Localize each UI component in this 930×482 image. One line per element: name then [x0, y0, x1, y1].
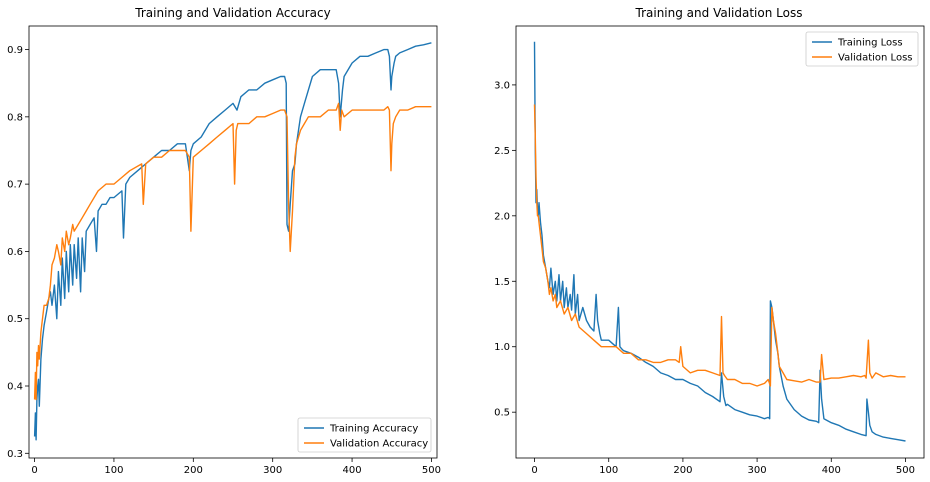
- accuracy-y-tick-label: 0.7: [7, 180, 23, 191]
- loss-legend: Training Loss Validation Loss: [805, 31, 919, 67]
- accuracy-y-tick-label: 0.9: [7, 45, 23, 56]
- loss-series-line-validation: [533, 104, 906, 387]
- loss-series-group: [533, 41, 906, 442]
- loss-y-tick-label: 2.5: [494, 146, 510, 157]
- accuracy-x-tick-label: 500: [422, 465, 441, 476]
- loss-x-tick-label: 300: [748, 465, 767, 476]
- accuracy-y-tick-label: 0.3: [7, 449, 23, 460]
- loss-y-ticks: 0.5 1.0 1.5 2.0 2.5 3.0: [494, 80, 516, 419]
- accuracy-x-tick-label: 300: [263, 465, 282, 476]
- loss-legend-label: Validation Loss: [838, 53, 913, 64]
- loss-y-tick-label: 2.0: [494, 211, 510, 222]
- accuracy-plot-frame: [28, 25, 438, 459]
- accuracy-series-line-validation: [33, 102, 432, 401]
- accuracy-legend: Training Accuracy Validation Accuracy: [297, 417, 432, 453]
- loss-y-tick-label: 0.5: [494, 408, 510, 419]
- loss-x-tick-label: 400: [822, 465, 841, 476]
- accuracy-y-tick-label: 0.5: [7, 314, 23, 325]
- loss-x-tick-label: 100: [599, 465, 618, 476]
- accuracy-x-ticks: 0 100 200 300 400 500: [31, 458, 441, 476]
- loss-x-tick-label: 0: [531, 465, 537, 476]
- loss-y-tick-label: 1.0: [494, 342, 510, 353]
- accuracy-x-tick-label: 0: [31, 465, 37, 476]
- accuracy-y-tick-label: 0.8: [7, 112, 23, 123]
- accuracy-series-line-training: [33, 42, 432, 441]
- loss-series-line-training: [533, 41, 906, 442]
- accuracy-y-ticks: 0.3 0.4 0.5 0.6 0.7 0.8 0.9: [7, 45, 29, 460]
- accuracy-series-group: [33, 42, 432, 441]
- loss-chart: Training and Validation Loss 0 100 200 300 4…: [494, 6, 925, 476]
- loss-x-tick-label: 200: [673, 465, 692, 476]
- loss-legend-label: Training Loss: [837, 38, 903, 49]
- loss-plot-frame: [515, 25, 925, 459]
- loss-x-ticks: 0 100 200 300 400 500: [531, 458, 915, 476]
- accuracy-x-tick-label: 200: [184, 465, 203, 476]
- accuracy-legend-label: Validation Accuracy: [330, 439, 428, 450]
- accuracy-y-tick-label: 0.4: [7, 382, 23, 393]
- loss-y-tick-label: 3.0: [494, 80, 510, 91]
- loss-legend-frame: [805, 31, 919, 67]
- accuracy-y-tick-label: 0.6: [7, 247, 23, 258]
- loss-y-tick-label: 1.5: [494, 277, 510, 288]
- accuracy-x-tick-label: 400: [343, 465, 362, 476]
- accuracy-chart: Training and Validation Accuracy 0 100 200…: [7, 6, 441, 476]
- loss-chart-title: Training and Validation Loss: [635, 6, 803, 20]
- accuracy-legend-label: Training Accuracy: [329, 424, 418, 435]
- accuracy-x-tick-label: 100: [104, 465, 123, 476]
- loss-x-tick-label: 500: [896, 465, 915, 476]
- accuracy-legend-frame: [297, 417, 432, 453]
- accuracy-chart-title: Training and Validation Accuracy: [134, 6, 330, 20]
